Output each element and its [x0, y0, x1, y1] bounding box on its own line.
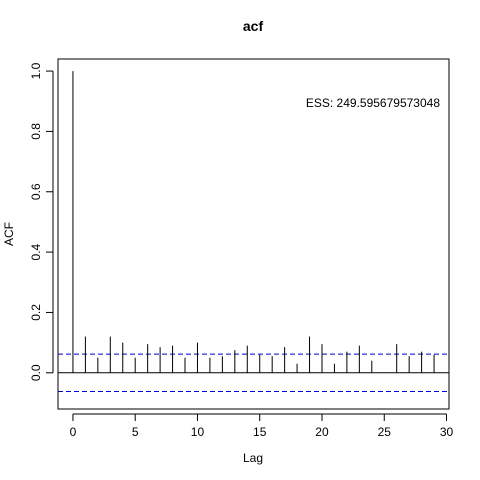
x-tick-label: 30 — [440, 425, 454, 439]
y-tick-label: 1.0 — [29, 62, 43, 79]
y-tick-label: 0.4 — [29, 243, 43, 260]
y-tick-label: 0.2 — [29, 304, 43, 321]
x-axis-label: Lag — [243, 451, 263, 465]
y-tick-label: 0.8 — [29, 123, 43, 140]
y-tick-label: 0.0 — [29, 364, 43, 381]
ess-annotation: ESS: 249.595679573048 — [306, 96, 440, 110]
plot-frame — [57, 58, 450, 410]
y-axis-label: ACF — [2, 222, 16, 246]
x-tick-label: 15 — [253, 425, 267, 439]
plot-area: 0 5 10 15 20 25 30 0.0 0.2 0.4 0.6 0.8 1.0 — [29, 58, 454, 439]
x-tick-label: 0 — [70, 425, 77, 439]
x-tick-label: 5 — [132, 425, 139, 439]
chart-title: acf — [243, 18, 264, 34]
x-tick-label: 10 — [191, 425, 205, 439]
x-tick-label: 25 — [378, 425, 392, 439]
y-tick-label: 0.6 — [29, 183, 43, 200]
x-tick-label: 20 — [315, 425, 329, 439]
